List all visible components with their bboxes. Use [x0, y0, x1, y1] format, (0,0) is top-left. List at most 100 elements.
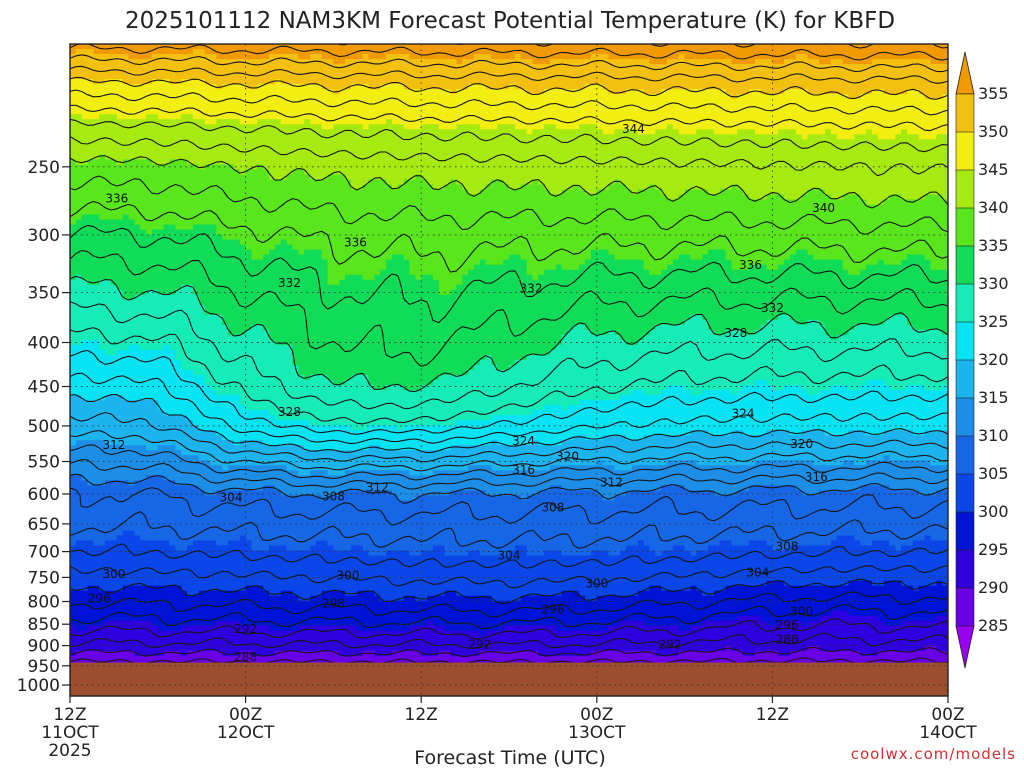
temperature-band	[181, 450, 948, 456]
temperature-band	[70, 565, 948, 572]
isentrope-346	[70, 104, 948, 132]
colorbar: 285 290 295 300 305 310 315 320 325 330 335 340 345 3…	[955, 51, 1009, 669]
temperature-band	[216, 540, 229, 547]
temperature-band	[520, 184, 545, 191]
temperature-band	[766, 430, 791, 436]
temperature-band	[532, 129, 604, 135]
temperature-band	[251, 545, 270, 552]
temperature-band	[760, 89, 785, 95]
temperature-band	[216, 430, 692, 436]
temperature-band	[889, 314, 908, 321]
temperature-band	[819, 59, 832, 65]
temperature-band	[421, 174, 948, 181]
y-tick-label-750: 750	[28, 568, 60, 588]
temperature-band	[70, 540, 77, 547]
temperature-band	[830, 385, 850, 391]
temperature-band	[75, 219, 135, 226]
temperature-band	[380, 269, 411, 276]
temperature-band	[807, 189, 826, 196]
temperature-band	[304, 169, 948, 175]
temperature-band	[309, 595, 381, 602]
isentrope-312	[70, 459, 948, 490]
temperature-band	[309, 375, 329, 381]
temperature-band	[70, 420, 194, 426]
temperature-band	[70, 645, 727, 652]
temperature-band	[327, 274, 346, 281]
temperature-band	[70, 224, 141, 231]
temperature-band	[579, 184, 610, 191]
isentrope-332	[70, 249, 948, 367]
temperature-band	[362, 124, 370, 130]
temperature-band	[397, 184, 434, 191]
temperature-band	[655, 650, 680, 657]
temperature-band	[146, 229, 153, 236]
temperature-band	[901, 259, 932, 266]
temperature-band	[175, 354, 294, 361]
temperature-band	[99, 339, 276, 346]
temperature-band	[339, 279, 440, 286]
temperature-band	[269, 249, 299, 256]
temperature-band	[280, 79, 948, 85]
temperature-band	[327, 495, 399, 501]
temperature-band	[690, 430, 709, 436]
temperature-band	[924, 430, 948, 436]
temperature-band	[70, 154, 100, 160]
temperature-band	[795, 485, 861, 491]
temperature-band	[216, 390, 633, 396]
temperature-band	[192, 224, 217, 231]
temperature-band	[187, 590, 200, 597]
temperature-band	[754, 460, 814, 466]
temperature-band	[181, 625, 270, 632]
isentrope-label: 332	[761, 301, 784, 315]
temperature-band	[561, 334, 621, 341]
temperature-band	[620, 550, 656, 557]
temperature-band	[70, 194, 668, 201]
y-axis-pressure: 2503003504004505005506006507007508008509…	[17, 158, 70, 696]
temperature-band	[70, 395, 83, 401]
temperature-band	[526, 269, 545, 276]
temperature-band	[509, 184, 522, 191]
temperature-band	[532, 179, 539, 186]
colorbar-label: 305	[978, 464, 1009, 483]
temperature-band	[356, 625, 411, 632]
colorbar-swatch	[955, 245, 975, 285]
temperature-band	[778, 620, 803, 627]
temperature-band	[438, 279, 463, 286]
temperature-band	[70, 184, 352, 191]
y-tick-label-700: 700	[28, 543, 60, 563]
temperature-band	[731, 264, 750, 271]
temperature-band	[157, 114, 182, 120]
temperature-band	[479, 359, 493, 366]
temperature-band	[304, 445, 370, 451]
temperature-band	[134, 480, 176, 486]
temperature-band	[860, 540, 873, 547]
terrain-below-surface	[70, 662, 948, 696]
temperature-band	[280, 490, 340, 496]
temperature-band	[409, 259, 481, 266]
temperature-band	[368, 84, 381, 90]
temperature-band	[743, 329, 756, 336]
colorbar-label: 320	[978, 350, 1009, 369]
temperature-band	[555, 344, 948, 351]
temperature-band	[204, 304, 948, 311]
temperature-band	[725, 254, 791, 261]
temperature-band	[754, 650, 779, 657]
temperature-band	[70, 435, 223, 441]
temperature-band	[825, 329, 850, 336]
temperature-band	[350, 545, 364, 552]
temperature-band	[602, 129, 615, 135]
temperature-band	[936, 615, 948, 622]
colorbar-label: 315	[978, 388, 1009, 407]
temperature-band	[784, 194, 803, 201]
colorbar-label: 350	[978, 122, 1009, 141]
colorbar-top-arrow	[955, 51, 975, 95]
temperature-band	[549, 59, 651, 65]
temperature-band	[561, 590, 580, 597]
isentrope-324	[70, 349, 948, 435]
temperature-band	[561, 485, 662, 491]
y-tick-label-400: 400	[28, 334, 60, 354]
x-tick-label: 12OCT	[217, 723, 275, 743]
temperature-band	[497, 124, 516, 130]
colorbar-label: 310	[978, 426, 1009, 445]
temperature-band	[789, 314, 891, 321]
